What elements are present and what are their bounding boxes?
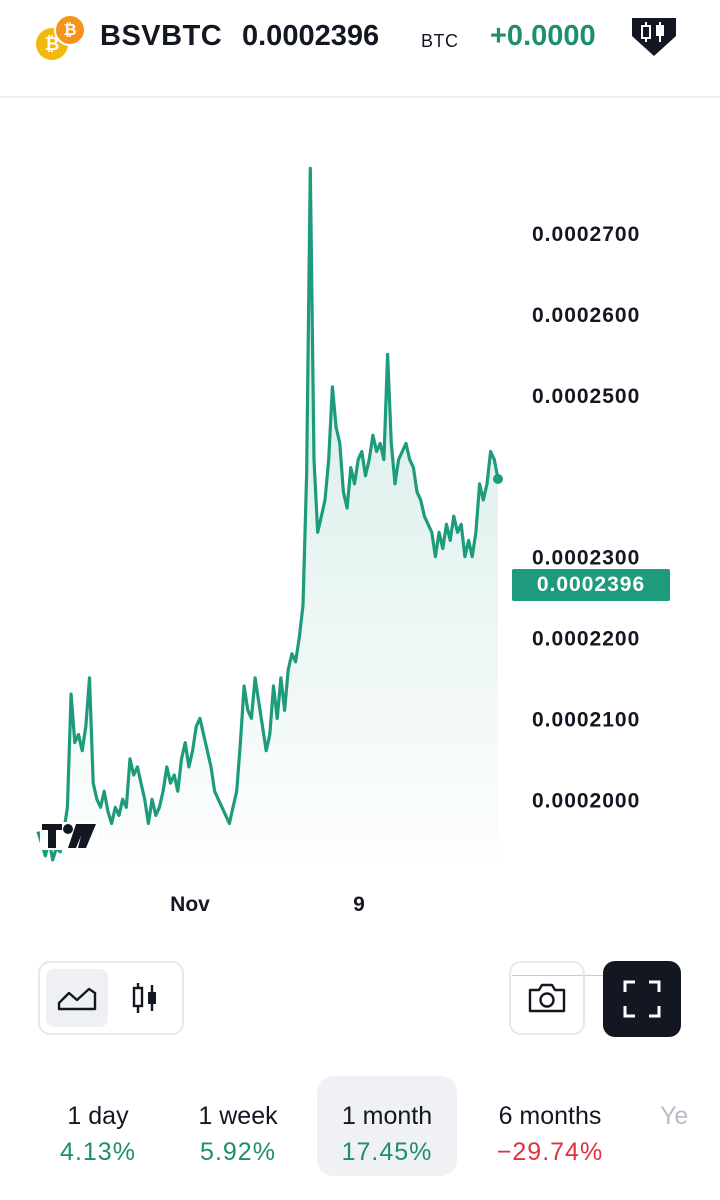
last-price-marker	[493, 473, 503, 484]
snapshot-button[interactable]	[509, 961, 585, 1035]
period-tab-1-week[interactable]: 1 week 5.92%	[172, 1076, 304, 1176]
chart-style-toggle	[38, 961, 184, 1035]
x-axis-tick-label: 9	[353, 893, 365, 916]
period-change: −29.74%	[496, 1138, 604, 1166]
current-price: 0.0002396	[242, 20, 380, 52]
price-unit: BTC	[421, 31, 459, 51]
fullscreen-icon	[623, 980, 661, 1018]
y-axis-tick-label: 0.0002600	[532, 304, 640, 327]
candlestick-chart-icon	[132, 983, 156, 1013]
symbol-header: ₿ ₿ BSVBTC 0.0002396 BTC +0.0000	[0, 0, 720, 98]
x-axis-tick-label: Nov	[170, 893, 210, 916]
symbol-name[interactable]: BSVBTC	[100, 20, 223, 52]
reference-line	[512, 975, 670, 976]
period-performance-tabs: 1 day 4.13% 1 week 5.92% 1 month 17.45% …	[0, 1076, 720, 1176]
price-chart[interactable]: 0.0002000 0.0002100 0.0002200 0.0002300 0.00…	[0, 100, 720, 976]
fullscreen-button[interactable]	[603, 961, 681, 1037]
camera-icon	[528, 983, 566, 1013]
period-change: 5.92%	[200, 1138, 276, 1166]
candlestick-badge-icon[interactable]	[628, 12, 680, 60]
y-axis-tick-label: 0.0002100	[532, 708, 640, 731]
y-axis-tick-label: 0.0002300	[532, 547, 640, 570]
candlestick-chart-button[interactable]	[114, 969, 176, 1027]
price-line	[36, 166, 500, 862]
y-axis-tick-label: 0.0002700	[532, 223, 640, 246]
y-axis-tick-label: 0.0002200	[532, 627, 640, 650]
area-chart-icon	[57, 987, 97, 1011]
tradingview-logo-icon[interactable]	[40, 822, 98, 850]
period-label: 1 day	[67, 1102, 129, 1130]
period-change: 4.13%	[60, 1138, 136, 1166]
price-change: +0.0000	[490, 20, 596, 52]
bitcoin-icon: ₿	[54, 14, 86, 46]
period-label: 1 week	[198, 1102, 278, 1130]
period-label: 6 months	[498, 1102, 602, 1130]
last-price-label: 0.0002396	[512, 569, 670, 601]
period-change: 17.45%	[341, 1138, 433, 1166]
period-label: Ye	[660, 1102, 689, 1130]
coin-pair-icons: ₿ ₿	[36, 14, 88, 62]
y-axis-tick-label: 0.0002500	[532, 385, 640, 408]
period-tab-6-months[interactable]: 6 months −29.74%	[472, 1076, 628, 1176]
period-label: 1 month	[341, 1102, 433, 1130]
period-tab-1-day[interactable]: 1 day 4.13%	[38, 1076, 158, 1176]
area-chart-button[interactable]	[46, 969, 108, 1027]
price-chart-svg: 0.0002000 0.0002100 0.0002200 0.0002300 0.00…	[36, 166, 640, 916]
y-axis-tick-label: 0.0002000	[532, 789, 640, 812]
price-area-fill	[38, 168, 498, 862]
period-tab-year[interactable]: Ye	[650, 1076, 720, 1176]
period-tab-1-month[interactable]: 1 month 17.45%	[317, 1076, 457, 1176]
